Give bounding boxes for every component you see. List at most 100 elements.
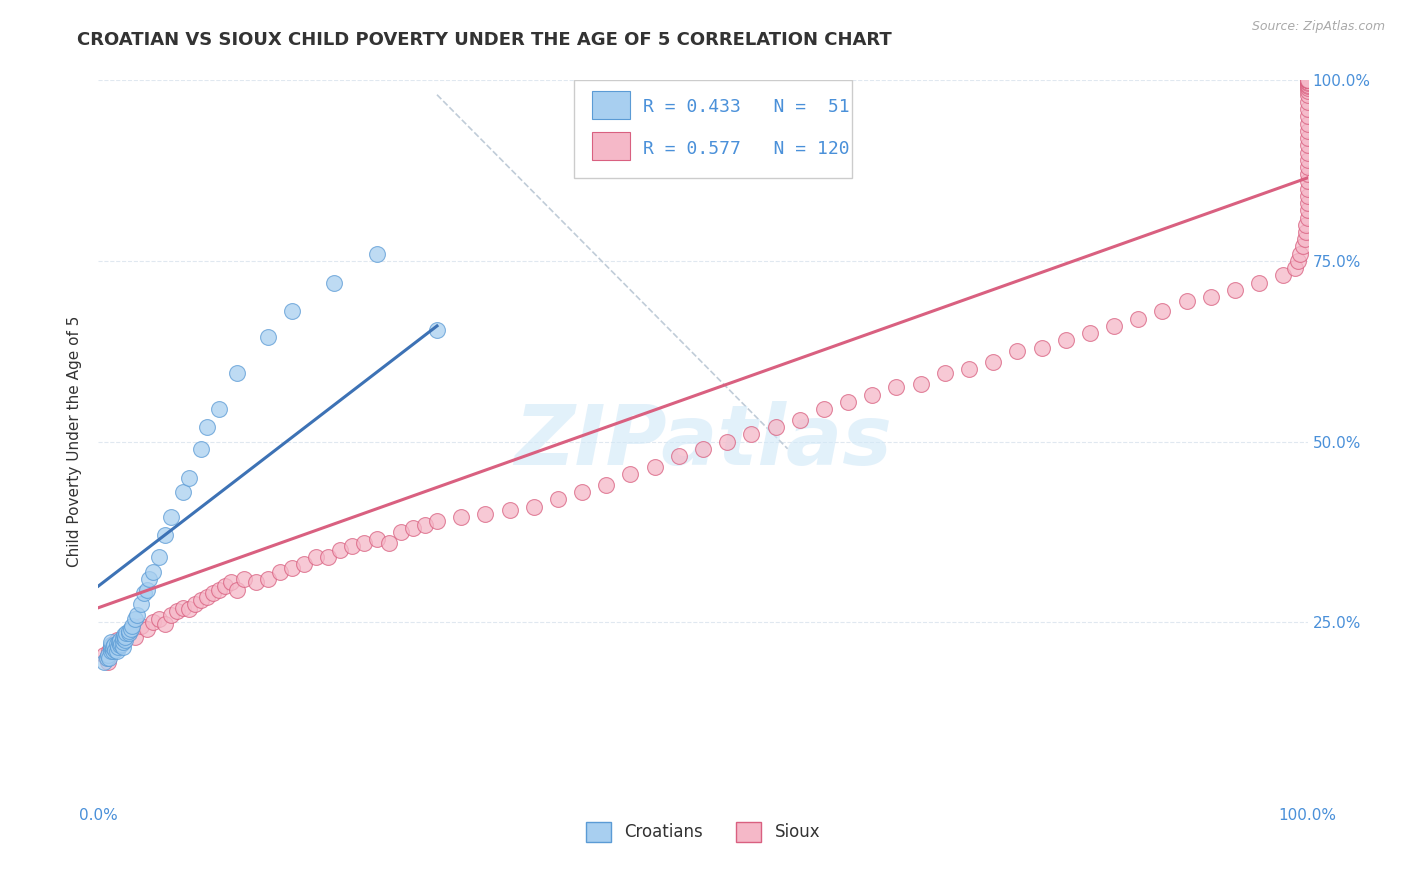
Point bbox=[305, 550, 328, 565]
Point bbox=[190, 442, 212, 456]
Point bbox=[1296, 73, 1319, 87]
Point bbox=[195, 420, 218, 434]
Point bbox=[1296, 196, 1319, 211]
Point bbox=[107, 640, 129, 655]
Point bbox=[124, 611, 146, 625]
Point bbox=[1296, 73, 1319, 87]
Point bbox=[97, 648, 120, 662]
Point bbox=[1296, 182, 1319, 196]
Point bbox=[1296, 174, 1319, 188]
Point bbox=[226, 582, 249, 597]
Point bbox=[402, 521, 425, 535]
Point bbox=[214, 579, 236, 593]
Point bbox=[1031, 341, 1053, 355]
Point bbox=[135, 623, 157, 637]
Point bbox=[184, 597, 207, 611]
Point bbox=[1296, 73, 1319, 87]
Point bbox=[129, 619, 152, 633]
Point bbox=[118, 626, 141, 640]
Point bbox=[1296, 211, 1319, 225]
Point bbox=[256, 330, 278, 344]
Point bbox=[716, 434, 738, 449]
Point bbox=[148, 611, 170, 625]
Point bbox=[121, 623, 143, 637]
Point bbox=[108, 638, 131, 652]
Point bbox=[547, 492, 569, 507]
Point bbox=[1296, 73, 1319, 87]
Point bbox=[114, 633, 136, 648]
Point bbox=[111, 631, 134, 645]
Point bbox=[1296, 75, 1319, 89]
Point bbox=[281, 304, 304, 318]
Point bbox=[105, 637, 128, 651]
Point bbox=[1296, 73, 1319, 87]
Point bbox=[195, 590, 218, 604]
Point bbox=[1054, 334, 1077, 348]
Point bbox=[127, 607, 149, 622]
Point bbox=[571, 485, 593, 500]
Point bbox=[101, 640, 124, 655]
Point bbox=[142, 565, 165, 579]
Point bbox=[120, 623, 142, 637]
Point bbox=[103, 638, 125, 652]
Point bbox=[1284, 261, 1306, 276]
Text: R = 0.577   N = 120: R = 0.577 N = 120 bbox=[643, 140, 849, 158]
Point bbox=[740, 427, 762, 442]
Point bbox=[1102, 318, 1125, 333]
Point bbox=[1296, 189, 1319, 203]
Point bbox=[105, 633, 128, 648]
Point bbox=[96, 651, 118, 665]
Point bbox=[104, 642, 127, 657]
Point bbox=[1296, 80, 1319, 95]
Text: R = 0.433   N =  51: R = 0.433 N = 51 bbox=[643, 98, 849, 116]
Point bbox=[118, 624, 141, 638]
Point bbox=[1296, 73, 1319, 87]
Point bbox=[1296, 160, 1319, 174]
Text: Source: ZipAtlas.com: Source: ZipAtlas.com bbox=[1251, 20, 1385, 33]
Point bbox=[121, 619, 143, 633]
Point bbox=[245, 575, 267, 590]
Point bbox=[1296, 153, 1319, 167]
Legend: Croatians, Sioux: Croatians, Sioux bbox=[579, 815, 827, 848]
Point bbox=[1295, 225, 1317, 239]
Point bbox=[114, 630, 136, 644]
Bar bbox=[592, 91, 630, 119]
Point bbox=[110, 637, 132, 651]
Point bbox=[1007, 344, 1029, 359]
Point bbox=[426, 514, 449, 528]
Point bbox=[160, 607, 183, 622]
Point bbox=[329, 542, 352, 557]
Point bbox=[1296, 117, 1319, 131]
Point bbox=[101, 644, 124, 658]
Point bbox=[1296, 102, 1319, 116]
Point bbox=[1289, 246, 1312, 260]
Point bbox=[910, 376, 932, 391]
Point bbox=[179, 470, 201, 484]
Point bbox=[118, 626, 141, 640]
Point bbox=[1296, 73, 1319, 87]
Point bbox=[134, 586, 156, 600]
Point bbox=[111, 640, 134, 655]
Point bbox=[1296, 138, 1319, 153]
Point bbox=[1249, 276, 1271, 290]
Point bbox=[1296, 78, 1319, 92]
Point bbox=[208, 582, 231, 597]
Point bbox=[1296, 78, 1319, 93]
Point bbox=[1296, 84, 1319, 98]
Point bbox=[1128, 311, 1150, 326]
Point bbox=[115, 626, 138, 640]
Point bbox=[172, 485, 194, 500]
Point bbox=[153, 528, 176, 542]
Point bbox=[153, 616, 176, 631]
Point bbox=[789, 413, 811, 427]
Point bbox=[981, 355, 1004, 369]
Point bbox=[1296, 73, 1319, 87]
Point bbox=[1272, 268, 1295, 283]
Point bbox=[108, 633, 131, 648]
Point bbox=[221, 575, 243, 590]
Point bbox=[1152, 304, 1174, 318]
Point bbox=[323, 276, 346, 290]
Point bbox=[1199, 290, 1222, 304]
Point bbox=[1296, 145, 1319, 160]
Point bbox=[100, 644, 122, 658]
